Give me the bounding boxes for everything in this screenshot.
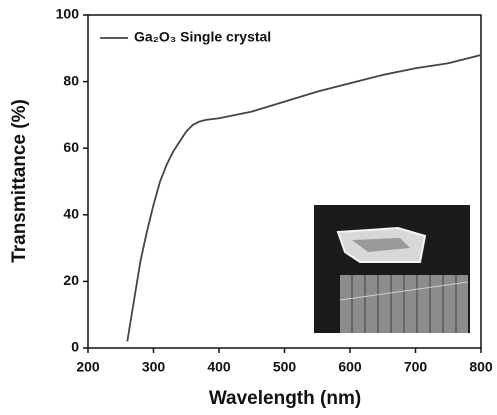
x-tick-label: 600 bbox=[338, 359, 362, 375]
x-tick-label: 500 bbox=[273, 359, 297, 375]
y-tick-label: 20 bbox=[63, 272, 79, 288]
x-tick-label: 400 bbox=[207, 359, 231, 375]
x-tick-label: 800 bbox=[469, 359, 493, 375]
y-tick-label: 0 bbox=[71, 339, 79, 355]
y-tick-label: 60 bbox=[63, 139, 79, 155]
inset-photo bbox=[314, 205, 470, 333]
series-line bbox=[126, 54, 482, 342]
x-axis-title: Wavelength (nm) bbox=[209, 388, 361, 409]
x-tick-label: 300 bbox=[142, 359, 166, 375]
y-tick-label: 40 bbox=[63, 206, 79, 222]
y-tick-label: 100 bbox=[56, 6, 80, 22]
y-axis-title: Transmittance (%) bbox=[9, 99, 30, 263]
x-tick-label: 200 bbox=[76, 359, 100, 375]
x-tick-label: 700 bbox=[404, 359, 428, 375]
y-tick-label: 80 bbox=[63, 72, 79, 88]
legend-label: Ga₂O₃ Single crystal bbox=[134, 29, 271, 45]
